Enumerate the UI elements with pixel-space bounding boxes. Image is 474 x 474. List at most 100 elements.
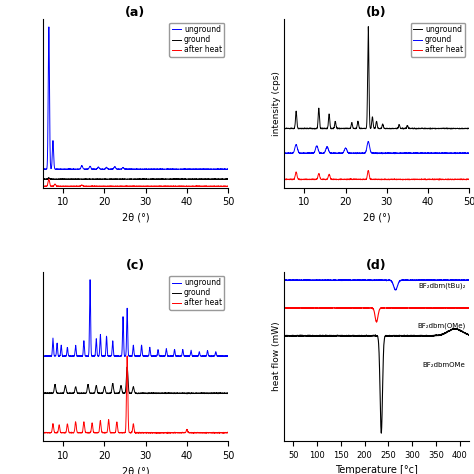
unground: [186, 353, 191, 359]
ground: [461, 151, 467, 156]
unground: [414, 126, 419, 132]
ground: [40, 391, 46, 396]
unground: [225, 353, 231, 359]
after heat: [225, 430, 231, 436]
ground: [225, 391, 231, 396]
after heat: [49, 183, 55, 189]
ground: [46, 175, 52, 181]
after heat: [366, 172, 372, 177]
unground: [220, 166, 226, 172]
after heat: [125, 183, 131, 189]
unground: [174, 167, 180, 173]
Line: unground: unground: [43, 27, 228, 170]
Line: after heat: after heat: [43, 179, 228, 187]
Line: after heat: after heat: [43, 356, 228, 433]
unground: [87, 277, 93, 283]
ground: [125, 377, 131, 383]
after heat: [161, 430, 166, 436]
ground: [49, 391, 55, 396]
Text: BF₂dbm(OMe): BF₂dbm(OMe): [417, 323, 465, 329]
Line: after heat: after heat: [284, 171, 469, 180]
unground: [461, 126, 467, 132]
after heat: [466, 176, 472, 182]
unground: [125, 343, 131, 348]
unground: [220, 353, 226, 359]
unground: [130, 346, 136, 351]
after heat: [225, 183, 231, 189]
ground: [281, 150, 287, 156]
unground: [291, 126, 296, 131]
after heat: [461, 176, 467, 182]
Legend: unground, ground, after heat: unground, ground, after heat: [169, 23, 224, 57]
after heat: [427, 176, 433, 182]
unground: [365, 24, 371, 29]
Legend: unground, ground, after heat: unground, ground, after heat: [410, 23, 465, 57]
ground: [220, 176, 226, 182]
after heat: [220, 429, 226, 435]
unground: [49, 153, 55, 158]
after heat: [124, 353, 130, 359]
ground: [365, 138, 371, 144]
ground: [220, 176, 226, 182]
Y-axis label: heat flow (mW): heat flow (mW): [272, 322, 281, 391]
after heat: [49, 427, 55, 432]
ground: [220, 391, 226, 396]
Line: unground: unground: [43, 280, 228, 357]
X-axis label: Temperature [°c]: Temperature [°c]: [335, 465, 418, 474]
after heat: [40, 183, 46, 189]
X-axis label: 2θ (°): 2θ (°): [363, 213, 390, 223]
ground: [134, 391, 140, 397]
unground: [40, 353, 46, 359]
ground: [40, 176, 46, 182]
ground: [125, 176, 131, 182]
Title: (a): (a): [125, 6, 146, 19]
Y-axis label: intensity (cps): intensity (cps): [272, 71, 281, 136]
Text: BF₂dbmOMe: BF₂dbmOMe: [423, 362, 465, 368]
unground: [225, 166, 231, 172]
ground: [220, 391, 226, 396]
unground: [46, 24, 52, 30]
ground: [291, 150, 296, 155]
after heat: [281, 177, 287, 182]
unground: [125, 166, 131, 172]
after heat: [130, 423, 136, 428]
after heat: [220, 183, 226, 189]
after heat: [46, 176, 52, 182]
unground: [220, 166, 226, 172]
Legend: unground, ground, after heat: unground, ground, after heat: [169, 276, 224, 310]
unground: [371, 126, 377, 131]
after heat: [400, 177, 405, 183]
Title: (c): (c): [126, 259, 145, 272]
after heat: [220, 430, 226, 436]
X-axis label: 2θ (°): 2θ (°): [122, 466, 149, 474]
ground: [354, 151, 359, 156]
unground: [466, 126, 472, 131]
unground: [366, 87, 372, 93]
ground: [124, 364, 130, 370]
ground: [130, 385, 136, 391]
Line: unground: unground: [284, 27, 469, 129]
after heat: [220, 183, 226, 189]
after heat: [40, 430, 46, 436]
unground: [208, 354, 214, 360]
after heat: [186, 430, 192, 436]
ground: [130, 176, 136, 182]
ground: [186, 391, 192, 396]
unground: [461, 126, 467, 131]
ground: [225, 176, 231, 182]
ground: [186, 176, 191, 182]
ground: [49, 176, 55, 182]
Line: ground: ground: [43, 178, 228, 180]
unground: [186, 166, 192, 172]
after heat: [461, 177, 467, 182]
after heat: [365, 168, 371, 173]
Text: BF₂dbm(tBu)₂: BF₂dbm(tBu)₂: [418, 283, 465, 289]
Title: (b): (b): [366, 6, 387, 19]
unground: [281, 125, 287, 131]
ground: [461, 150, 467, 156]
unground: [49, 349, 55, 355]
ground: [202, 177, 208, 182]
after heat: [371, 177, 377, 182]
unground: [427, 126, 433, 131]
X-axis label: 2θ (°): 2θ (°): [122, 213, 149, 223]
